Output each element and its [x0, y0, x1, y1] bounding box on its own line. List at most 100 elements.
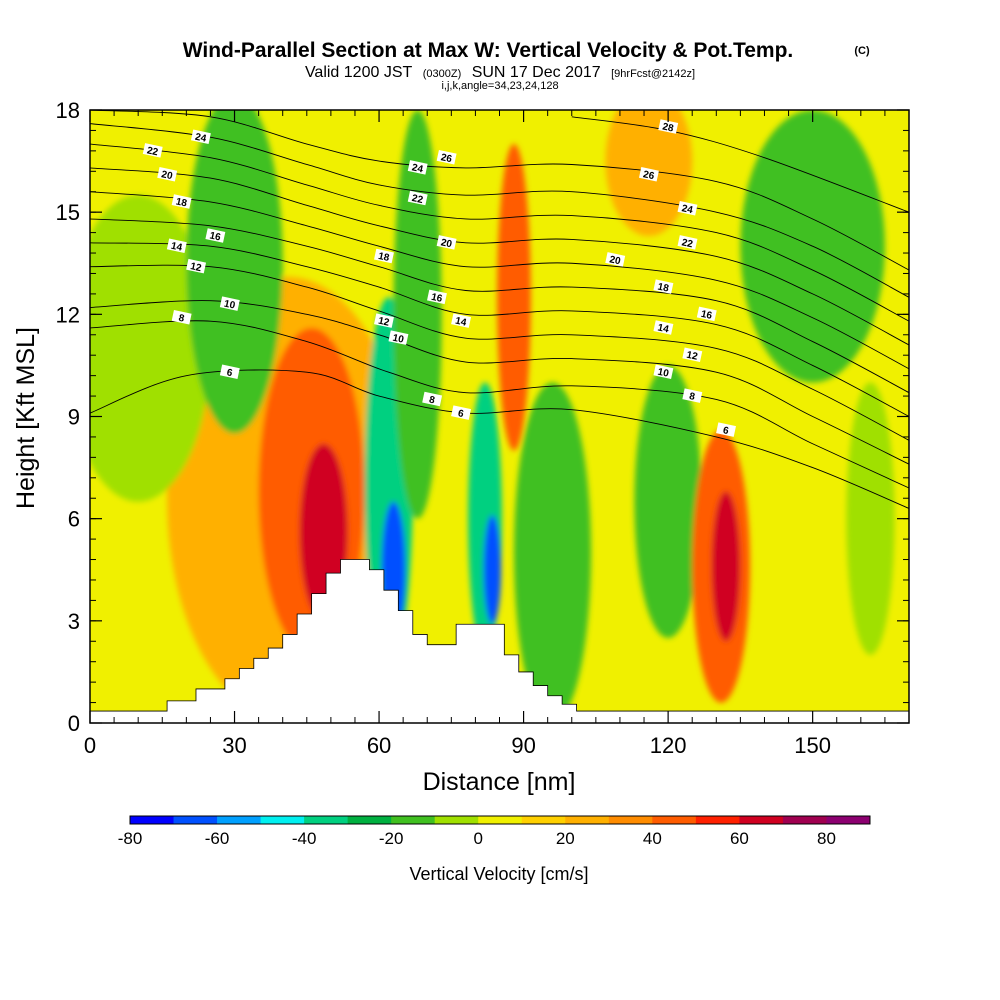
theta-label-24-2: 24 [677, 201, 698, 216]
colorbar-tick-label: 0 [474, 829, 483, 848]
velocity-cell-17 [846, 382, 895, 655]
theta-label-bg [658, 119, 679, 134]
colorbar-frame [129, 815, 871, 825]
theta-label-8-2: 8 [682, 388, 703, 403]
theta-label-10-1: 10 [388, 330, 409, 346]
theta-label-bg [677, 235, 698, 250]
x-tick-label: 60 [367, 733, 391, 758]
theta-label-12-0: 12 [186, 258, 207, 274]
valid-date: SUN 17 Dec 2017 [472, 64, 601, 81]
colorbar-swatch-4 [304, 816, 349, 824]
colorbar-swatch-1 [173, 816, 218, 824]
theta-label-text: 8 [688, 391, 696, 403]
theta-label-text: 20 [440, 237, 454, 250]
theta-label-text: 14 [657, 322, 671, 335]
colorbar-swatch-3 [260, 816, 305, 824]
theta-label-text: 6 [722, 425, 730, 437]
x-tick-label: 30 [222, 733, 246, 758]
colorbar-tick-label: -20 [379, 829, 404, 848]
colorbar-tick-label: 40 [643, 829, 662, 848]
theta-label-bg [696, 306, 717, 322]
valid-prefix: Valid 1200 JST [305, 64, 413, 81]
colorbar-swatch-6 [391, 816, 436, 824]
theta-label-bg [427, 289, 447, 305]
theta-label-text: 16 [700, 309, 714, 322]
theta-label-bg [157, 166, 178, 182]
theta-label-text: 12 [189, 261, 203, 274]
x-tick-label: 150 [794, 733, 831, 758]
colorbar-title: Vertical Velocity [cm/s] [409, 864, 588, 884]
theta-label-text: 18 [377, 251, 391, 264]
colorbar-swatch-9 [521, 816, 566, 824]
theta-label-20-1: 20 [436, 235, 457, 250]
colorbar-tick-label: -60 [205, 829, 230, 848]
velocity-cell-3 [90, 195, 211, 502]
theta-label-bg [653, 364, 674, 379]
colorbar-tick-label: -80 [118, 829, 143, 848]
colorbar-swatch-12 [652, 816, 697, 824]
theta-label-text: 18 [175, 196, 189, 209]
theta-label-8-1: 8 [422, 391, 443, 406]
theta-label-6-1: 6 [451, 405, 472, 420]
colorbar-tick-label: 20 [556, 829, 575, 848]
velocity-cell-10 [497, 144, 531, 451]
theta-label-24-1: 24 [407, 160, 428, 175]
velocity-cell-16 [605, 110, 693, 236]
theta-contour-6 [90, 369, 909, 509]
theta-label-18-1: 18 [374, 248, 394, 264]
theta-label-text: 26 [440, 152, 454, 165]
theta-contour-14 [90, 242, 909, 417]
y-tick-label: 15 [56, 200, 80, 225]
theta-label-text: 24 [681, 203, 695, 216]
theta-label-text: 22 [681, 237, 695, 250]
theta-label-8-0: 8 [171, 309, 192, 325]
colorbar-ticks: -80 -60 -40 -20 0 20 40 60 80 [118, 829, 836, 848]
valid-utc: (0300Z) [423, 68, 462, 80]
theta-label-text: 24 [411, 162, 425, 175]
colorbar-tick-label: 80 [817, 829, 836, 848]
theta-label-text: 12 [377, 316, 391, 329]
y-axis-title: Height [Kft MSL] [12, 327, 40, 509]
theta-label-12-1: 12 [374, 313, 394, 329]
y-tick-label: 0 [68, 711, 80, 736]
theta-label-text: 10 [392, 333, 406, 346]
theta-label-bg [639, 166, 659, 182]
x-tick-label: 120 [650, 733, 687, 758]
theta-label-bg [186, 258, 207, 274]
theta-contour-22 [90, 143, 909, 322]
theta-label-10-0: 10 [219, 296, 240, 312]
theta-label-text: 22 [411, 193, 425, 206]
theta-label-bg [716, 422, 736, 437]
theta-label-bg [451, 405, 472, 420]
theta-label-bg [436, 235, 457, 250]
terrain-mask [90, 559, 909, 723]
theta-label-6-2: 6 [716, 422, 736, 437]
theta-label-text: 26 [642, 169, 656, 182]
theta-label-bg [374, 313, 394, 328]
theta-contour-12 [90, 264, 909, 441]
theta-label-text: 10 [223, 299, 237, 312]
theta-label-text: 8 [428, 394, 436, 406]
theta-label-22-0: 22 [142, 143, 163, 158]
velocity-cell-9 [483, 515, 501, 625]
velocity-cell-12 [634, 365, 702, 638]
theta-contour-16 [90, 218, 909, 394]
theta-label-22-1: 22 [407, 190, 428, 206]
colorbar-swatch-16 [826, 816, 871, 824]
theta-label-bg [374, 248, 394, 264]
theta-label-14-1: 14 [451, 313, 472, 329]
theta-label-bg [171, 309, 192, 325]
colorbar [129, 815, 871, 825]
theta-label-bg [388, 330, 409, 345]
y-tick-label: 6 [68, 507, 80, 532]
colorbar-swatch-15 [782, 816, 827, 824]
velocity-cell-14 [711, 491, 741, 642]
y-tick-label: 12 [56, 302, 80, 327]
theta-label-12-2: 12 [682, 347, 703, 363]
colorbar-swatch-5 [347, 816, 392, 824]
theta-label-text: 22 [146, 145, 160, 158]
theta-label-bg [219, 296, 240, 311]
theta-label-bg [653, 279, 674, 294]
